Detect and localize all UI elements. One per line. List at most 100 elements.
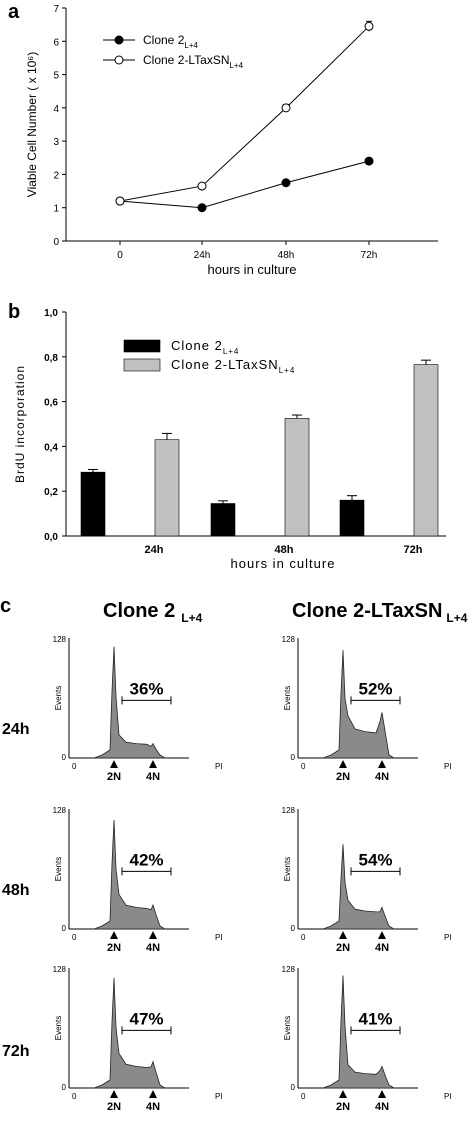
hist-x-zero-label: 0 xyxy=(301,762,306,771)
y-tick-label: 3 xyxy=(53,137,59,148)
hist-y-zero-label: 0 xyxy=(291,753,296,762)
hist-x-zero-label: 0 xyxy=(72,1092,77,1101)
hist-y-max-label: 128 xyxy=(53,965,67,974)
y-tick-label: 0,4 xyxy=(44,442,58,453)
legend-name: Clone 2-LTaxSN xyxy=(171,357,279,372)
legend-subscript: L+4 xyxy=(279,366,296,375)
hist-y-axis-label: Events xyxy=(54,686,63,710)
x-tick-label: 24h xyxy=(194,250,211,261)
histogram-72h-col1: 128 00 Events PI 41% 2N 4N xyxy=(282,965,452,1113)
y-tick-label: 4 xyxy=(53,104,59,115)
panel-c-histograms: c Clone 2 L+4 Clone 2-LTaxSN L+4 24h 48h 7… xyxy=(0,595,468,1113)
column-title-clone2-ltaxsn: Clone 2-LTaxSN L+4 xyxy=(292,600,468,625)
hist-y-zero-label: 0 xyxy=(62,1083,67,1092)
peak-marker-4N xyxy=(378,1090,386,1098)
hist-percent-label: 41% xyxy=(358,1009,392,1028)
bar-1-1 xyxy=(284,418,310,537)
panel-a-letter: a xyxy=(8,1,20,23)
hist-y-zero-label: 0 xyxy=(62,924,67,933)
x-tick-label: 24h xyxy=(145,544,164,556)
hist-x-zero-label: 0 xyxy=(72,762,77,771)
hist-percent-label: 47% xyxy=(129,1009,163,1028)
hist-percent-label: 36% xyxy=(129,679,163,698)
peak-marker-2N xyxy=(110,931,118,939)
legend-subscript: L+4 xyxy=(223,347,240,356)
hist-x-axis-label: PI xyxy=(444,1092,452,1101)
legend-name: Clone 2-LTaxSN xyxy=(143,53,229,67)
hist-y-zero-label: 0 xyxy=(291,924,296,933)
y-tick-label: 0,0 xyxy=(44,532,58,543)
y-tick-label: 0,2 xyxy=(44,487,58,498)
bar-0-0 xyxy=(80,471,106,537)
y-tick-label: 2 xyxy=(53,170,59,181)
legend-subscript: L+4 xyxy=(184,41,198,50)
data-point-1-1 xyxy=(197,181,207,191)
panel-b-axes: 0,0 0,2 0,4 0,6 0,8 1,0 24h 48h 72h xyxy=(44,308,446,556)
panel-b-letter: b xyxy=(8,301,20,323)
data-point-1-2 xyxy=(281,103,291,113)
panel-a-line-chart: a Viable Cell Number ( x 10⁶) hours in c… xyxy=(8,1,438,277)
bar-1-2 xyxy=(413,364,439,537)
row-label-48h: 48h xyxy=(2,882,30,899)
hist-x-axis-label: PI xyxy=(215,762,223,771)
row-label-72h: 72h xyxy=(2,1043,30,1060)
series-line-0 xyxy=(119,160,370,209)
bar-1-0 xyxy=(154,439,180,537)
peak-marker-4N xyxy=(149,1090,157,1098)
hist-y-axis-label: Events xyxy=(54,857,63,881)
legend-label-0: Clone 2L+4 xyxy=(171,338,239,356)
peak-label-2N: 2N xyxy=(336,942,350,954)
hist-area xyxy=(93,646,167,759)
panel-a-x-axis-label: hours in culture xyxy=(208,262,297,277)
y-tick-label: 0,8 xyxy=(44,353,58,364)
peak-label-2N: 2N xyxy=(336,1101,350,1113)
legend-label-0: Clone 2L+4 xyxy=(143,33,198,50)
hist-x-axis-label: PI xyxy=(444,762,452,771)
peak-label-4N: 4N xyxy=(146,771,160,783)
peak-label-2N: 2N xyxy=(107,942,121,954)
hist-area xyxy=(322,844,396,930)
hist-x-zero-label: 0 xyxy=(72,933,77,942)
peak-label-4N: 4N xyxy=(146,1101,160,1113)
panel-b-x-axis-label: hours in culture xyxy=(231,556,336,571)
peak-label-2N: 2N xyxy=(107,771,121,783)
hist-x-axis-label: PI xyxy=(215,933,223,942)
x-tick-label: 72h xyxy=(361,250,378,261)
hist-y-zero-label: 0 xyxy=(291,1083,296,1092)
legend-label-1: Clone 2-LTaxSNL+4 xyxy=(143,53,244,70)
hist-area xyxy=(322,975,396,1089)
hist-percent-label: 52% xyxy=(358,679,392,698)
y-tick-label: 0 xyxy=(53,237,59,248)
panel-a-y-axis-label: Viable Cell Number ( x 10⁶) xyxy=(25,52,39,197)
hist-y-axis-label: Events xyxy=(54,1016,63,1040)
panel-b-bars xyxy=(80,359,439,537)
x-tick-label: 0 xyxy=(117,250,123,261)
hist-y-max-label: 128 xyxy=(282,965,296,974)
peak-label-2N: 2N xyxy=(107,1101,121,1113)
peak-marker-4N xyxy=(149,931,157,939)
histogram-48h-col1: 128 00 Events PI 54% 2N 4N xyxy=(282,806,452,954)
hist-y-axis-label: Events xyxy=(283,686,292,710)
hist-y-max-label: 128 xyxy=(282,635,296,644)
y-tick-label: 6 xyxy=(53,37,59,48)
y-tick-label: 7 xyxy=(53,4,59,15)
peak-marker-2N xyxy=(339,1090,347,1098)
data-point-1-3 xyxy=(364,21,374,31)
hist-x-zero-label: 0 xyxy=(301,933,306,942)
histogram-24h-col0: 128 00 Events PI 36% 2N 4N xyxy=(53,635,223,783)
peak-marker-2N xyxy=(110,760,118,768)
hist-x-axis-label: PI xyxy=(444,933,452,942)
peak-label-4N: 4N xyxy=(375,771,389,783)
histogram-48h-col0: 128 00 Events PI 42% 2N 4N xyxy=(53,806,223,954)
legend-swatch-0 xyxy=(123,339,161,353)
panel-a-series xyxy=(115,20,374,213)
data-point-1-0 xyxy=(115,196,125,206)
hist-y-zero-label: 0 xyxy=(62,753,67,762)
hist-area xyxy=(93,819,167,930)
bar-0-1 xyxy=(210,503,236,537)
peak-label-4N: 4N xyxy=(375,942,389,954)
data-point-0-3 xyxy=(364,156,374,166)
